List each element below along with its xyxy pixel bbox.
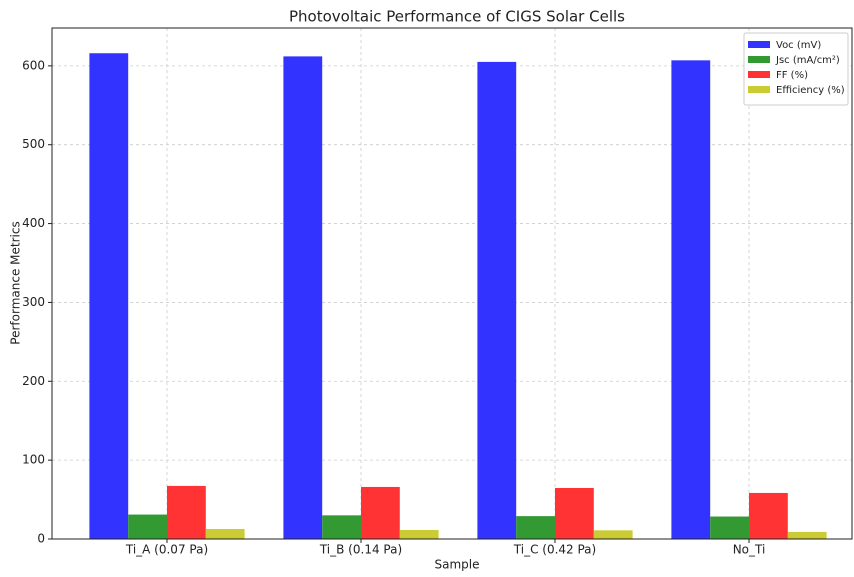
plot-frame <box>51 27 853 540</box>
bar <box>128 514 167 539</box>
y-tick-label: 100 <box>22 453 45 467</box>
y-tick-label: 400 <box>22 216 45 230</box>
bar <box>749 492 788 539</box>
legend-label: Jsc (mA/cm²) <box>775 55 840 66</box>
x-tick-label: Ti_A (0.07 Pa) <box>125 543 208 557</box>
x-tick-label: Ti_C (0.42 Pa) <box>513 543 596 557</box>
bar <box>322 515 361 539</box>
bar <box>787 531 827 539</box>
bar <box>671 60 711 540</box>
bar <box>205 528 245 539</box>
bar <box>593 530 633 539</box>
y-axis-label: Performance Metrics <box>9 221 23 344</box>
legend-swatch <box>748 41 770 48</box>
x-tick-label: No_Ti <box>733 543 766 557</box>
y-tick-label: 200 <box>22 374 45 388</box>
y-tick-label: 500 <box>22 137 45 151</box>
legend-swatch <box>748 71 770 78</box>
bar <box>477 61 517 540</box>
legend-label: Efficiency (%) <box>776 85 845 96</box>
legend-swatch <box>748 56 770 63</box>
bar <box>167 485 206 539</box>
bar <box>399 530 439 539</box>
legend-swatch <box>748 86 770 93</box>
bar <box>555 487 594 539</box>
legend-label: Voc (mV) <box>776 40 821 51</box>
y-tick-label: 0 <box>37 532 45 546</box>
bar <box>89 53 129 540</box>
bar <box>710 516 749 539</box>
y-tick-label: 300 <box>22 295 45 309</box>
chart-title: Photovoltaic Performance of CIGS Solar C… <box>289 8 625 26</box>
y-tick-label: 600 <box>22 58 45 72</box>
bar <box>283 56 323 540</box>
legend-label: FF (%) <box>776 70 808 81</box>
x-axis-label: Sample <box>435 558 480 572</box>
x-tick-label: Ti_B (0.14 Pa) <box>319 543 402 557</box>
bar <box>516 516 555 539</box>
bar <box>361 486 400 539</box>
